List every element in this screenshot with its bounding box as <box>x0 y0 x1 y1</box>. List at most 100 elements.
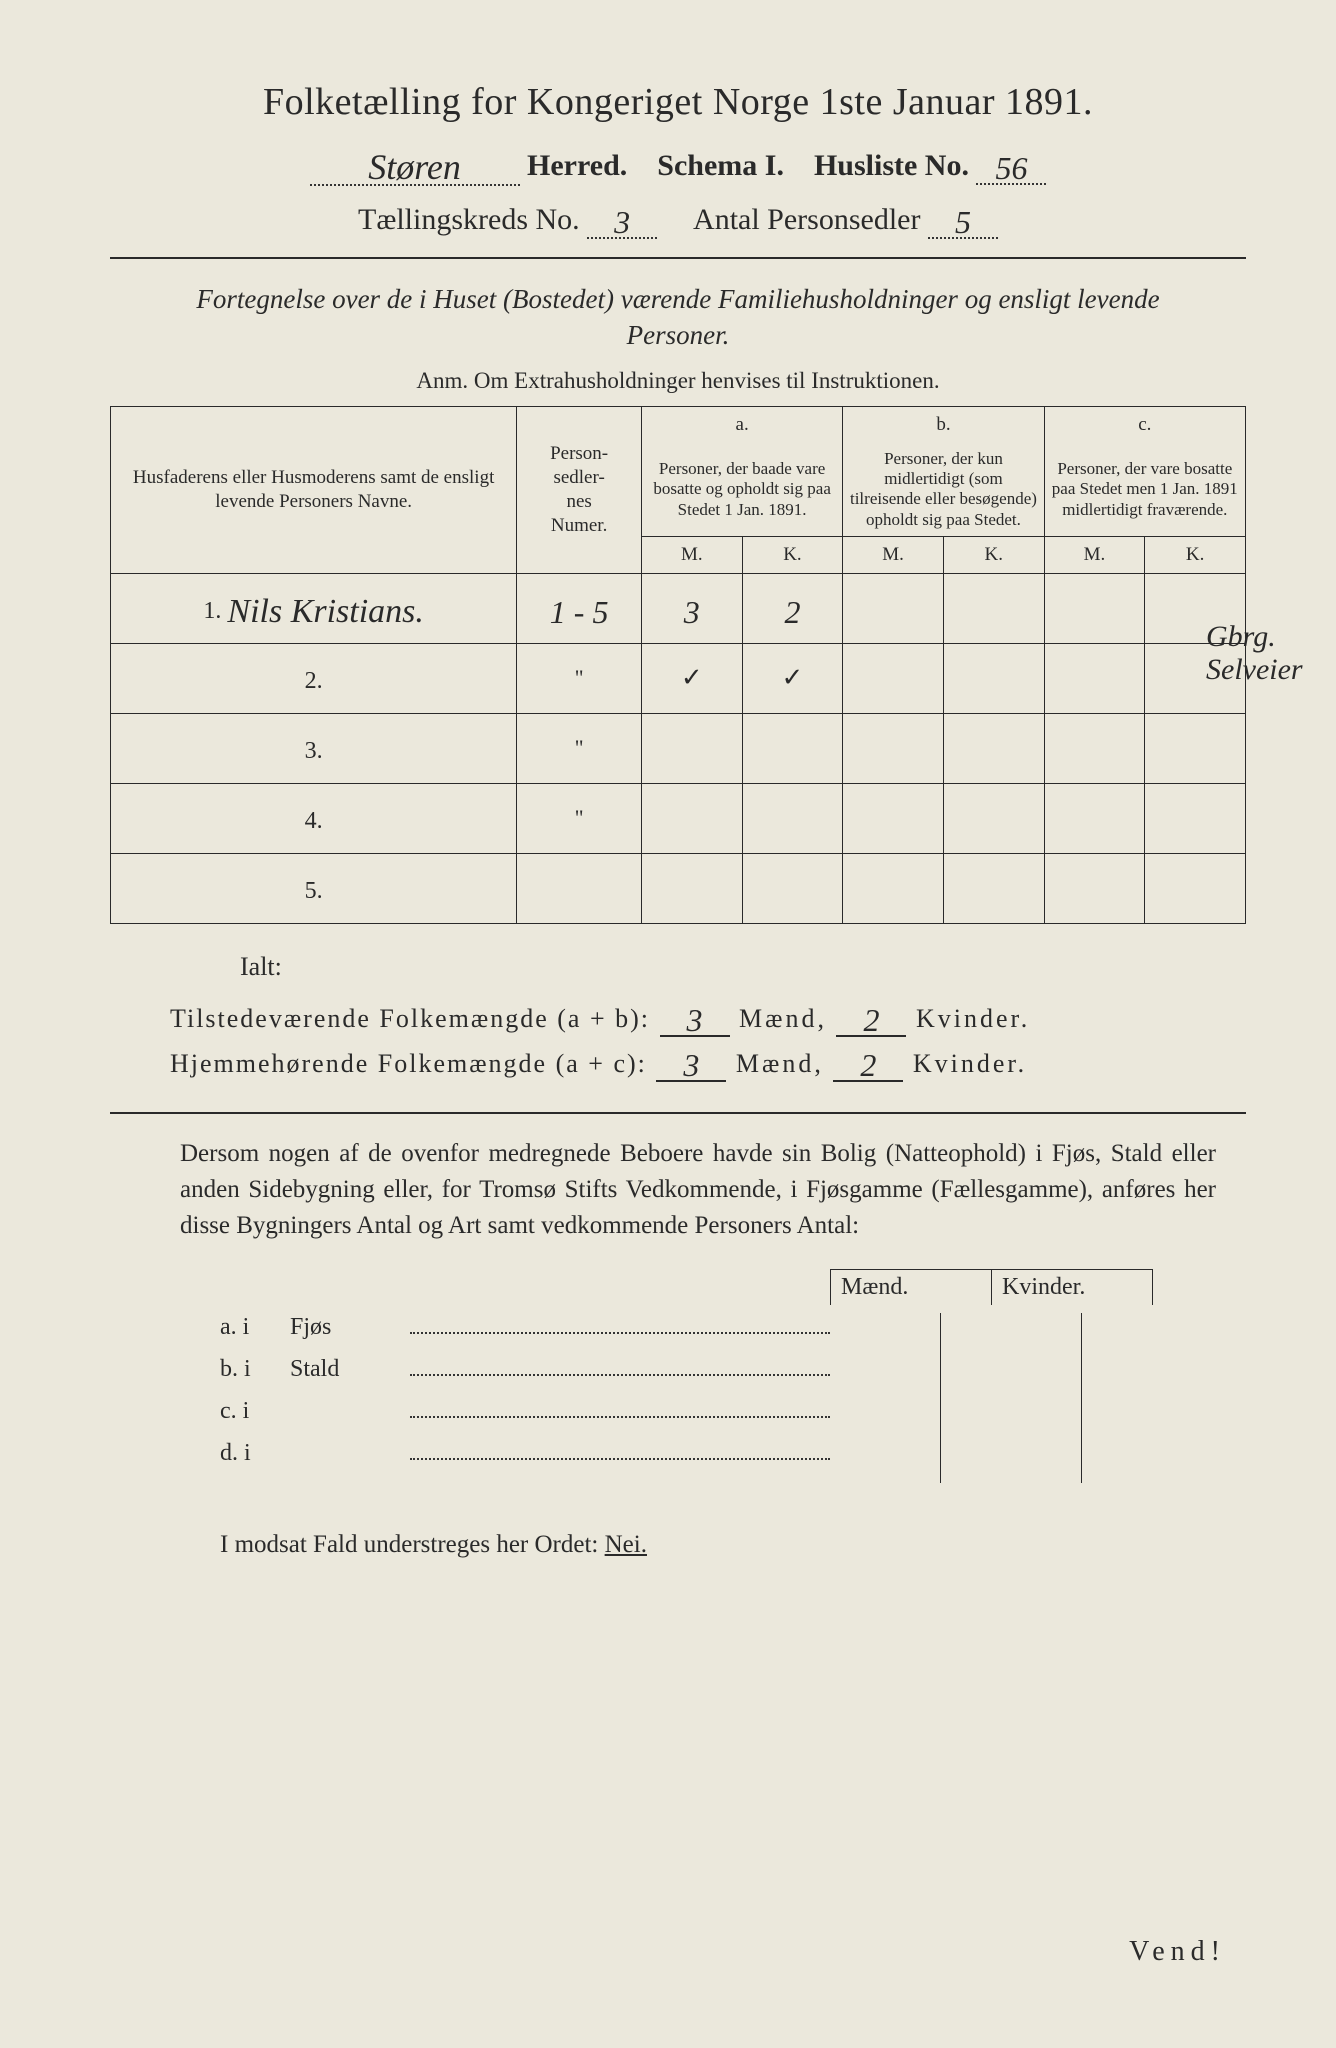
sum1-m: 3 <box>687 1002 703 1038</box>
cell-c-k <box>1145 853 1246 923</box>
th-a-top: a. <box>641 406 842 442</box>
cell-c-m <box>1044 713 1145 783</box>
cell-b-m <box>843 783 944 853</box>
antal-label: Antal Personsedler <box>693 203 920 236</box>
table-row: 3. " <box>111 713 1246 783</box>
th-b: Personer, der kun midlertidigt (som tilr… <box>843 443 1044 537</box>
cell-b-k <box>943 783 1044 853</box>
th-b-top: b. <box>843 406 1044 442</box>
vend-label: Vend! <box>1129 1936 1226 1968</box>
table-row: 1. Nils Kristians.1 - 532 <box>111 573 1246 643</box>
mk-maend: Mænd. <box>830 1269 991 1305</box>
cell-c-m <box>1044 853 1145 923</box>
row-number: 5. <box>111 853 517 923</box>
census-form-page: Folketælling for Kongeriget Norge 1ste J… <box>0 0 1336 2048</box>
cell-a-m <box>641 853 742 923</box>
cell-b-m <box>843 713 944 783</box>
table-row: 5. <box>111 853 1246 923</box>
herred-label: Herred. <box>527 149 627 182</box>
dotted-fill <box>410 1439 830 1460</box>
cell-a-m: ✓ <box>641 643 742 713</box>
cell-num: " <box>517 643 642 713</box>
th-a-m: M. <box>641 537 742 574</box>
th-c: Personer, der vare bosatte paa Stedet me… <box>1044 443 1245 537</box>
name-handwritten: Nils Kristians. <box>227 593 424 630</box>
cell-a-k: ✓ <box>742 643 843 713</box>
schema-label: Schema I. <box>657 149 784 182</box>
dotted-fill <box>410 1355 830 1376</box>
mk-columns <box>940 1313 1221 1483</box>
th-b-k: K. <box>943 537 1044 574</box>
husliste-label: Husliste No. <box>814 149 969 182</box>
sum-present: Tilstedeværende Folkemængde (a + b): 3 M… <box>170 998 1246 1037</box>
cell-c-k <box>1145 713 1246 783</box>
cell-b-k <box>943 573 1044 643</box>
th-c-m: M. <box>1044 537 1145 574</box>
row-number: 1. Nils Kristians. <box>111 573 517 643</box>
cell-b-k <box>943 643 1044 713</box>
cell-c-m <box>1044 573 1145 643</box>
cell-a-k: 2 <box>742 573 843 643</box>
kreds-label: Tællingskreds No. <box>358 203 580 236</box>
mk-header: Mænd. Kvinder. <box>830 1269 1246 1305</box>
header-line-herred: Støren Herred. Schema I. Husliste No. 56 <box>110 142 1246 186</box>
cell-b-m <box>843 643 944 713</box>
kreds-no-handwritten: 3 <box>614 204 630 240</box>
th-personsedler: Person- sedler- nes Numer. <box>517 406 642 573</box>
th-a: Personer, der baade vare bosatte og opho… <box>641 443 842 537</box>
sum2-m: 3 <box>683 1047 699 1083</box>
cell-c-k <box>1145 783 1246 853</box>
cell-b-k <box>943 853 1044 923</box>
cell-a-k <box>742 853 843 923</box>
cell-num <box>517 853 642 923</box>
sum-resident: Hjemmehørende Folkemængde (a + c): 3 Mæn… <box>170 1043 1246 1082</box>
bygn-letter: b. i <box>220 1356 290 1383</box>
cell-b-m <box>843 853 944 923</box>
cell-a-k <box>742 783 843 853</box>
th-names: Husfaderens eller Husmoderens samt de en… <box>111 406 517 573</box>
row-number: 3. <box>111 713 517 783</box>
anm-note: Anm. Om Extrahusholdninger henvises til … <box>110 368 1246 394</box>
cell-a-m <box>641 713 742 783</box>
th-b-m: M. <box>843 537 944 574</box>
outbuilding-paragraph: Dersom nogen af de ovenfor medregnede Be… <box>180 1136 1216 1245</box>
page-title: Folketælling for Kongeriget Norge 1ste J… <box>110 80 1246 124</box>
divider-2 <box>110 1112 1246 1114</box>
row-number: 2. <box>111 643 517 713</box>
cell-c-m <box>1044 783 1145 853</box>
sum2-k: 2 <box>860 1047 876 1083</box>
divider <box>110 257 1246 259</box>
bygn-letter: a. i <box>220 1314 290 1341</box>
dotted-fill <box>410 1313 830 1334</box>
row-number: 4. <box>111 783 517 853</box>
header-line-kreds: Tællingskreds No. 3 Antal Personsedler 5 <box>110 200 1246 239</box>
sum1-k: 2 <box>863 1002 879 1038</box>
table-row: 2. "✓✓ <box>111 643 1246 713</box>
dotted-fill <box>410 1397 830 1418</box>
cell-b-m <box>843 573 944 643</box>
cell-num: 1 - 5 <box>517 573 642 643</box>
antal-handwritten: 5 <box>955 204 971 240</box>
th-c-k: K. <box>1145 537 1246 574</box>
bygn-type: Stald <box>290 1356 410 1383</box>
bygn-letter: c. i <box>220 1398 290 1425</box>
bygn-letter: d. i <box>220 1440 290 1467</box>
cell-c-m <box>1044 643 1145 713</box>
th-c-top: c. <box>1044 406 1245 442</box>
cell-b-k <box>943 713 1044 783</box>
cell-a-m <box>641 783 742 853</box>
cell-num: " <box>517 783 642 853</box>
bygn-type: Fjøs <box>290 1314 410 1341</box>
margin-handwriting: Gbrg. Selveier <box>1206 620 1316 686</box>
household-table: Husfaderens eller Husmoderens samt de en… <box>110 406 1246 924</box>
cell-a-m: 3 <box>641 573 742 643</box>
ialt-label: Ialt: <box>240 952 1246 982</box>
form-subtitle: Fortegnelse over de i Huset (Bostedet) v… <box>150 281 1206 354</box>
mk-kvinder: Kvinder. <box>991 1269 1153 1305</box>
herred-handwritten: Støren <box>368 147 461 187</box>
nei-word: Nei. <box>605 1531 647 1558</box>
cell-a-k <box>742 713 843 783</box>
table-row: 4. " <box>111 783 1246 853</box>
nei-line: I modsat Fald understreges her Ordet: Ne… <box>220 1531 1246 1559</box>
husliste-no-handwritten: 56 <box>995 150 1027 186</box>
